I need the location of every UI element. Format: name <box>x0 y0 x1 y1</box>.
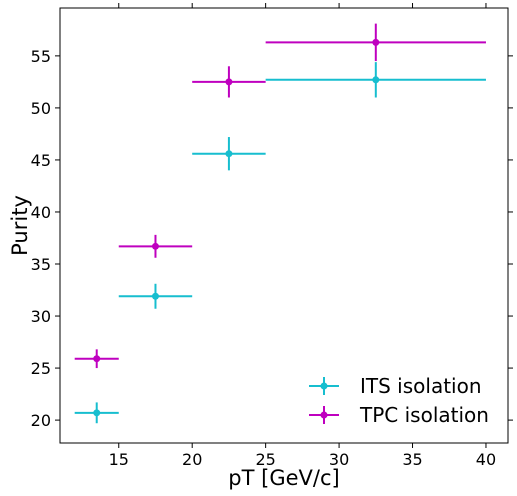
data-point <box>225 150 233 158</box>
data-point <box>93 355 101 363</box>
plot-frame <box>59 7 509 444</box>
series-tpc <box>74 23 486 369</box>
x-tick-label: 15 <box>109 450 129 469</box>
series-its <box>74 62 486 424</box>
y-tick-label: 25 <box>31 359 51 378</box>
data-point <box>151 292 159 300</box>
legend: ITS isolation TPC isolation <box>309 374 489 427</box>
y-tick-label: 35 <box>31 255 51 274</box>
y-tick-label: 45 <box>31 151 51 170</box>
y-tick-label: 55 <box>31 47 51 66</box>
y-tick-label: 40 <box>31 203 51 222</box>
y-tick-label: 30 <box>31 307 51 326</box>
legend-marker <box>320 382 328 390</box>
data-point <box>225 78 233 86</box>
data-point <box>372 76 380 84</box>
x-axis-label: pT [GeV/c] <box>228 466 339 490</box>
y-tick-label: 50 <box>31 99 51 118</box>
legend-label: ITS isolation <box>360 374 482 398</box>
data-point <box>372 38 380 46</box>
x-tick-label: 40 <box>476 450 496 469</box>
y-tick-label: 20 <box>31 411 51 430</box>
x-tick-label: 30 <box>329 450 349 469</box>
data-marks <box>74 23 486 424</box>
x-tick-label: 25 <box>255 450 275 469</box>
data-point <box>93 409 101 417</box>
legend-marker <box>320 411 328 419</box>
axes: 15 20 25 30 35 40 20 25 30 35 40 45 50 55 <box>31 3 513 469</box>
data-point <box>151 242 159 250</box>
legend-label: TPC isolation <box>359 403 489 427</box>
x-tick-label: 20 <box>182 450 202 469</box>
x-tick-label: 35 <box>402 450 422 469</box>
y-axis-label: Purity <box>8 195 32 256</box>
